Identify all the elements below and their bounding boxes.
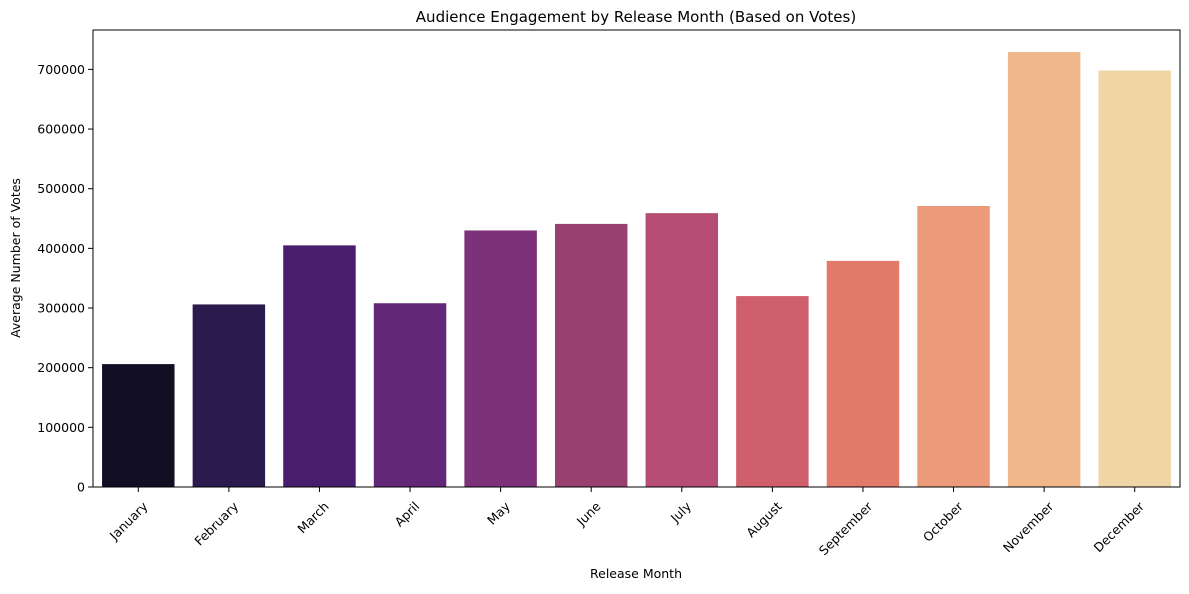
y-tick-label: 300000 — [37, 301, 85, 316]
x-tick-label-august: August — [743, 499, 785, 541]
x-tick-label-december: December — [1091, 498, 1148, 555]
x-tick-label-july: July — [667, 498, 695, 526]
y-tick-label: 100000 — [37, 420, 85, 435]
bar-february — [192, 304, 266, 487]
x-tick-label-february: February — [191, 498, 241, 548]
bars-layer — [102, 52, 1171, 487]
x-tick-label-november: November — [1000, 498, 1057, 555]
bar-june — [554, 223, 628, 487]
bar-january — [102, 364, 175, 487]
bar-november — [1007, 52, 1081, 487]
x-tick-label-october: October — [920, 498, 967, 545]
axes-layer — [92, 29, 1181, 488]
y-tick-label: 700000 — [37, 62, 85, 77]
bar-april — [373, 303, 447, 487]
y-tick-label: 500000 — [37, 181, 85, 196]
y-tick-label: 0 — [77, 480, 85, 495]
y-tick-label: 400000 — [37, 241, 85, 256]
bar-august — [736, 296, 809, 487]
bar-september — [826, 260, 900, 487]
x-tick-label-january: January — [106, 498, 151, 543]
bar-december — [1098, 70, 1171, 487]
y-tick-label: 600000 — [37, 122, 85, 137]
bar-october — [917, 206, 990, 487]
y-axis: 0 100000 200000 300000 400000 500000 600000 700… — [37, 62, 93, 495]
x-axis: January February March April May June July Augu… — [106, 487, 1148, 558]
x-tick-label-september: September — [816, 498, 876, 558]
x-tick-label-may: May — [484, 498, 513, 527]
x-tick-label-june: June — [573, 498, 604, 529]
chart-title: Audience Engagement by Release Month (Ba… — [416, 8, 856, 26]
y-axis-label: Average Number of Votes — [8, 178, 23, 338]
plot-frame — [92, 29, 1181, 488]
x-tick-label-march: March — [294, 499, 332, 537]
y-tick-label: 200000 — [37, 360, 85, 375]
bar-july — [645, 213, 719, 487]
bar-march — [283, 245, 356, 487]
x-tick-label-april: April — [392, 499, 423, 530]
x-axis-label: Release Month — [590, 566, 682, 581]
bar-may — [464, 230, 537, 487]
